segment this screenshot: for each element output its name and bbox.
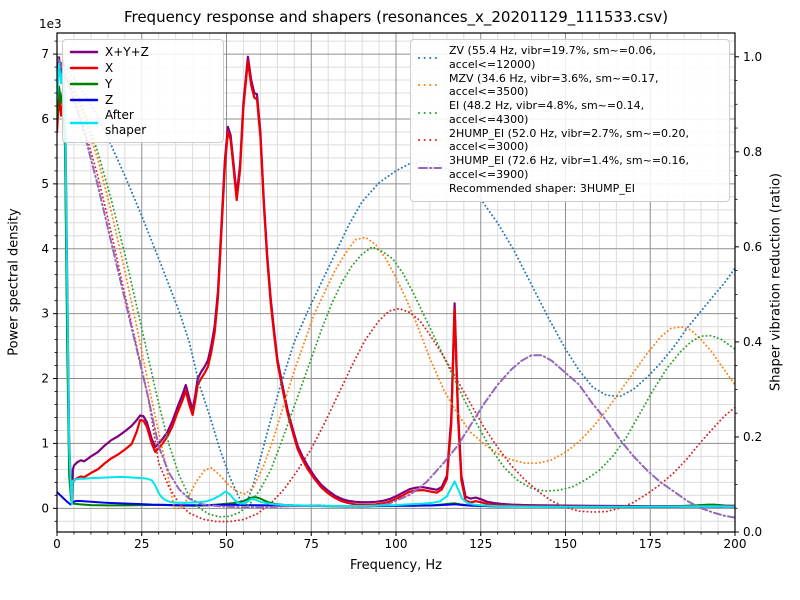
legend-entry-label: MZV (34.6 Hz, vibr=3.6%, sm~=0.17, accel… — [449, 71, 659, 99]
legend-entry: 2HUMP_EI (52.0 Hz, vibr=2.7%, sm~=0.20, … — [417, 127, 721, 155]
legend-line-swatch — [69, 66, 99, 70]
y-right-tick-label: 0.2 — [743, 430, 762, 444]
series-lines — [57, 55, 735, 523]
y-axis-label-left: Power spectral density — [6, 208, 22, 356]
legend-entry-label: 3HUMP_EI (72.6 Hz, vibr=1.4%, sm~=0.16, … — [449, 154, 690, 181]
legend-line-swatch — [418, 56, 442, 59]
legend-entry-label: X+Y+Z — [105, 44, 149, 59]
series-3hump-ei — [57, 55, 735, 519]
y-right-tick-label: 1.0 — [743, 50, 762, 64]
legend-entry: 3HUMP_EI (72.6 Hz, vibr=1.4%, sm~=0.16, … — [417, 154, 721, 182]
legend-line-swatch — [69, 98, 99, 102]
y-left-tick-label: 5 — [41, 177, 49, 191]
x-tick-label: 75 — [304, 537, 319, 551]
legend-entry-label: ZV (55.4 Hz, vibr=19.7%, sm~=0.06, accel… — [449, 44, 656, 71]
y-right-tick-label: 0.4 — [743, 335, 762, 349]
y-right-tick-label: 0.8 — [743, 145, 762, 159]
series-after-shaper — [57, 62, 735, 508]
legend-entry: Z — [69, 92, 215, 108]
legend-line-swatch — [418, 84, 442, 87]
legend-entry-label: After shaper — [105, 108, 147, 137]
axes: 0 25 50 75 100 125 150 175 200 0 1 2 3 4 5 6 7 0.0 0.2 0.4 0… — [41, 32, 762, 551]
y-right-tick-label: 0.0 — [743, 525, 762, 539]
legend-line-swatch — [69, 121, 99, 125]
legend-entry-label: Z — [105, 92, 114, 107]
x-axis-label: Frequency, Hz — [349, 558, 443, 573]
legend-entry: Y — [69, 76, 215, 92]
legend-swatch-spacer — [417, 183, 443, 195]
y-left-tick-label: 3 — [41, 307, 49, 321]
y-left-tick-label: 1 — [41, 436, 49, 450]
legend-entry: After shaper — [69, 108, 215, 138]
legend-entry: X+Y+Z — [69, 44, 215, 60]
legend-psd: X+Y+Z X Y Z After shaper — [62, 39, 224, 143]
legend-entry-label: 2HUMP_EI (52.0 Hz, vibr=2.7%, sm~=0.20, … — [449, 126, 690, 154]
series-x — [57, 60, 735, 508]
legend-entry-label: X — [105, 60, 114, 75]
legend-entry: X — [69, 60, 215, 76]
x-tick-label: 200 — [724, 537, 747, 551]
chart-title: Frequency response and shapers (resonanc… — [123, 8, 669, 26]
legend-line-swatch — [69, 50, 99, 54]
x-tick-label: 125 — [469, 537, 492, 551]
legend-line-swatch — [69, 82, 99, 86]
x-tick-label: 175 — [639, 537, 662, 551]
x-tick-label: 25 — [134, 537, 149, 551]
y-left-tick-label: 0 — [41, 501, 49, 515]
y-left-tick-label: 4 — [41, 242, 49, 256]
legend-entry-label: Y — [105, 76, 113, 91]
x-tick-label: 150 — [554, 537, 577, 551]
x-tick-label: 0 — [53, 537, 61, 551]
y-right-tick-label: 0.6 — [743, 240, 762, 254]
legend-entry: Recommended shaper: 3HUMP_EI — [417, 182, 721, 197]
legend-entry: EI (48.2 Hz, vibr=4.8%, sm~=0.14, accel<… — [417, 99, 721, 127]
series-zv — [57, 55, 735, 507]
legend-entry: MZV (34.6 Hz, vibr=3.6%, sm~=0.17, accel… — [417, 72, 721, 100]
legend-shapers: ZV (55.4 Hz, vibr=19.7%, sm~=0.06, accel… — [410, 39, 730, 202]
y-left-tick-label: 6 — [41, 112, 49, 126]
series-ei — [57, 55, 735, 518]
y-left-tick-label: 7 — [41, 47, 49, 61]
legend-line-swatch — [418, 166, 442, 169]
legend-entry-label: Recommended shaper: 3HUMP_EI — [449, 182, 635, 196]
legend-entry-label: EI (48.2 Hz, vibr=4.8%, sm~=0.14, accel<… — [449, 99, 645, 126]
y-left-tick-label: 2 — [41, 372, 49, 386]
x-tick-label: 100 — [385, 537, 408, 551]
legend-line-swatch — [418, 139, 442, 142]
legend-entry: ZV (55.4 Hz, vibr=19.7%, sm~=0.06, accel… — [417, 44, 721, 72]
y-axis-offset-label: 1e3 — [39, 17, 62, 31]
series-mzv — [57, 55, 735, 510]
y-axis-label-right: Shaper vibration reduction (ratio) — [768, 173, 784, 391]
legend-line-swatch — [418, 111, 442, 114]
x-tick-label: 50 — [219, 537, 234, 551]
